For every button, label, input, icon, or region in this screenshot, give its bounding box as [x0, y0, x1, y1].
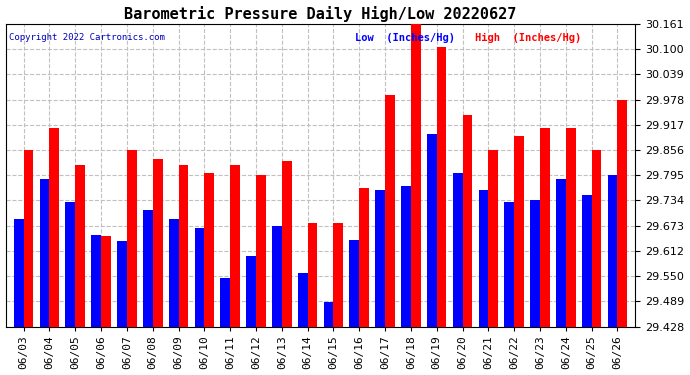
Bar	[608, 175, 618, 327]
Bar	[359, 188, 369, 327]
Bar	[246, 256, 256, 327]
Bar	[282, 161, 292, 327]
Bar	[556, 179, 566, 327]
Bar	[230, 165, 240, 327]
Bar	[333, 223, 343, 327]
Bar	[220, 278, 230, 327]
Bar	[152, 159, 163, 327]
Bar	[14, 219, 23, 327]
Bar	[530, 200, 540, 327]
Bar	[272, 226, 282, 327]
Bar	[298, 273, 308, 327]
Bar	[582, 195, 591, 327]
Bar	[308, 223, 317, 327]
Bar	[427, 134, 437, 327]
Bar	[462, 116, 473, 327]
Bar	[101, 236, 111, 327]
Bar	[478, 190, 489, 327]
Bar	[489, 150, 498, 327]
Text: Low  (Inches/Hg): Low (Inches/Hg)	[355, 33, 455, 43]
Bar	[437, 47, 446, 327]
Bar	[591, 150, 602, 327]
Bar	[195, 228, 204, 327]
Bar	[514, 136, 524, 327]
Bar	[143, 210, 152, 327]
Bar	[256, 175, 266, 327]
Bar	[453, 173, 462, 327]
Bar	[39, 179, 50, 327]
Bar	[91, 235, 101, 327]
Text: Copyright 2022 Cartronics.com: Copyright 2022 Cartronics.com	[9, 33, 165, 42]
Bar	[66, 202, 75, 327]
Bar	[385, 95, 395, 327]
Bar	[540, 128, 550, 327]
Bar	[401, 186, 411, 327]
Title: Barometric Pressure Daily High/Low 20220627: Barometric Pressure Daily High/Low 20220…	[124, 6, 517, 21]
Bar	[411, 24, 421, 327]
Bar	[375, 190, 385, 327]
Bar	[324, 302, 333, 327]
Bar	[127, 150, 137, 327]
Bar	[179, 165, 188, 327]
Bar	[169, 219, 179, 327]
Bar	[566, 128, 575, 327]
Bar	[618, 100, 627, 327]
Bar	[204, 173, 214, 327]
Bar	[504, 202, 514, 327]
Bar	[117, 241, 127, 327]
Bar	[50, 128, 59, 327]
Bar	[23, 150, 33, 327]
Text: High  (Inches/Hg): High (Inches/Hg)	[475, 33, 581, 43]
Bar	[75, 165, 85, 327]
Bar	[349, 240, 359, 327]
